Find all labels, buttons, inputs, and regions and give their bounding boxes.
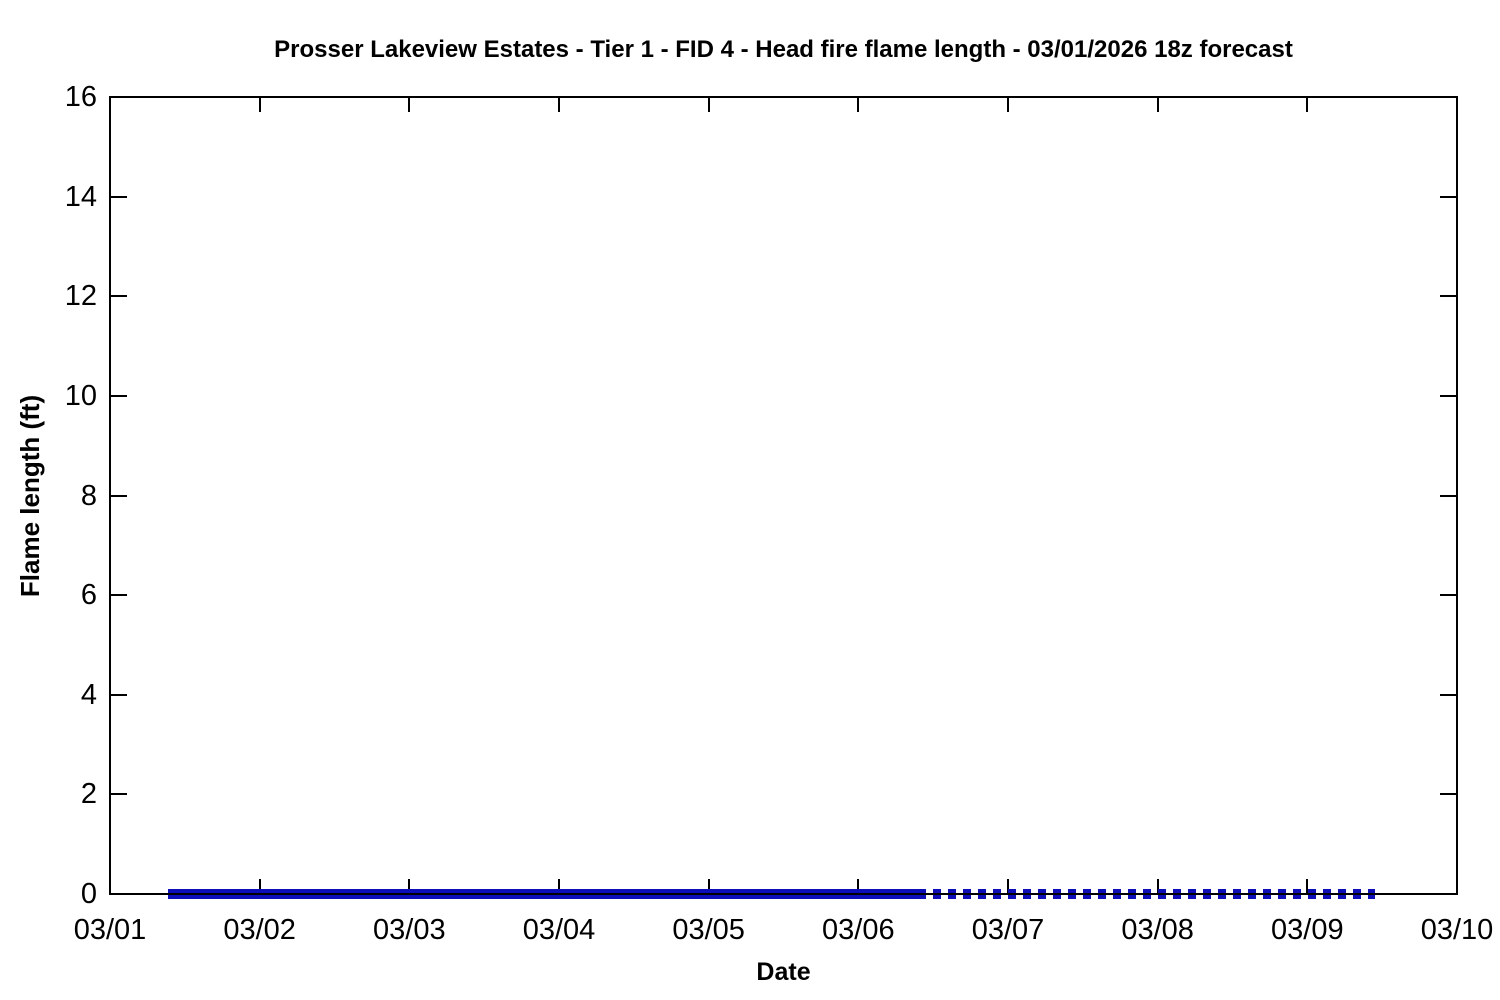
y-tick-label: 6: [80, 579, 97, 612]
y-tick-mark-left: [111, 494, 127, 497]
x-tick-mark-top: [408, 98, 411, 112]
x-tick-label: 03/08: [1121, 914, 1194, 946]
x-tick-label: 03/05: [672, 914, 745, 946]
x-axis-title: Date: [756, 958, 811, 986]
plot-area-border: [109, 96, 1458, 895]
x-tick-mark-top: [558, 98, 560, 112]
y-tick-mark-right: [1440, 594, 1456, 597]
y-tick-mark-left: [111, 394, 127, 397]
x-tick-mark-bottom: [408, 879, 411, 893]
y-tick-mark-right: [1440, 494, 1456, 497]
y-tick-mark-left: [111, 594, 127, 597]
y-tick-label: 16: [64, 81, 97, 113]
y-tick-mark-left: [111, 793, 127, 796]
y-tick-label: 0: [80, 878, 97, 910]
y-tick-label: 4: [80, 678, 97, 711]
y-tick-mark-right: [1440, 195, 1456, 198]
x-tick-mark-top: [1306, 98, 1309, 112]
y-tick-label: 8: [80, 479, 97, 512]
y-tick-mark-left: [111, 693, 127, 696]
y-tick-label: 10: [64, 379, 97, 412]
y-tick-mark-right: [1440, 295, 1456, 298]
y-tick-mark-left: [111, 295, 127, 298]
x-tick-mark-bottom: [558, 879, 560, 893]
x-tick-mark-top: [857, 98, 860, 112]
y-tick-label: 12: [64, 280, 97, 313]
chart-title: Prosser Lakeview Estates - Tier 1 - FID …: [274, 36, 1293, 63]
x-tick-label: 03/06: [822, 914, 895, 946]
y-tick-label: 14: [64, 180, 97, 213]
x-tick-mark-bottom: [1007, 879, 1009, 893]
x-tick-label: 03/03: [373, 914, 446, 946]
y-tick-mark-right: [1440, 793, 1456, 796]
x-tick-mark-top: [1007, 98, 1009, 112]
x-tick-mark-bottom: [857, 879, 860, 893]
x-tick-mark-bottom: [1306, 879, 1309, 893]
y-tick-mark-right: [1440, 693, 1456, 696]
x-tick-label: 03/07: [971, 914, 1045, 946]
x-tick-label: 03/01: [73, 914, 147, 946]
y-tick-mark-left: [111, 195, 127, 198]
y-tick-mark-right: [1440, 394, 1456, 397]
x-tick-mark-top: [258, 98, 261, 112]
x-tick-label: 03/10: [1420, 914, 1494, 946]
x-tick-label: 03/02: [223, 914, 296, 946]
x-tick-label: 03/04: [522, 914, 596, 946]
x-tick-mark-top: [707, 98, 710, 112]
x-tick-mark-bottom: [1156, 879, 1159, 893]
y-tick-label: 2: [80, 778, 97, 811]
x-tick-mark-top: [1156, 98, 1159, 112]
x-tick-label: 03/09: [1271, 914, 1344, 946]
x-tick-mark-bottom: [707, 879, 710, 893]
x-tick-mark-bottom: [258, 879, 261, 893]
